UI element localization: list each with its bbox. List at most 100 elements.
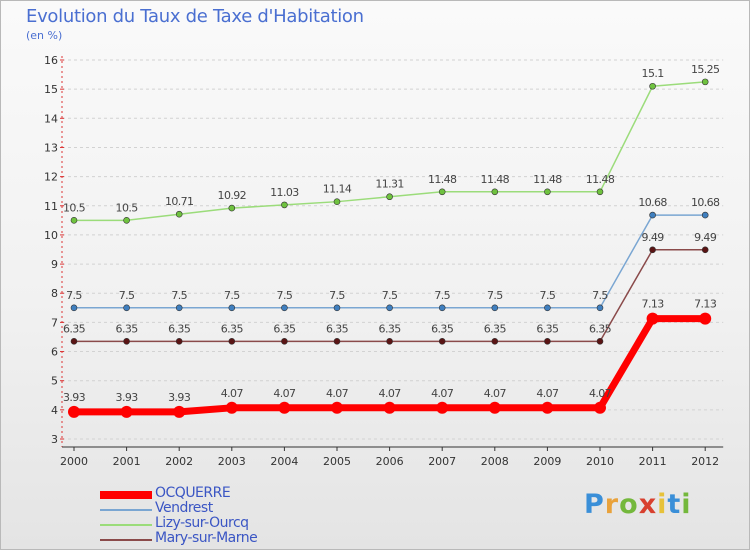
data-point-vendrest xyxy=(123,304,130,312)
data-point-vendrest xyxy=(596,304,604,312)
data-label-vendrest: 7.5 xyxy=(540,289,556,302)
data-label-ocquerre: 4.07 xyxy=(431,387,454,400)
y-tick-label: 15 xyxy=(44,83,58,96)
legend-swatch xyxy=(100,509,152,511)
data-label-ocquerre: 4.07 xyxy=(536,387,559,400)
data-point-mary-sur-marne xyxy=(491,338,499,345)
y-tick-label: 3 xyxy=(51,433,58,446)
data-label-lizy-sur-ourcq: 11.48 xyxy=(428,173,457,186)
y-tick-label: 8 xyxy=(51,287,58,300)
data-label-vendrest: 7.5 xyxy=(434,289,450,302)
data-point-lizy-sur-ourcq xyxy=(228,204,236,212)
data-point-mary-sur-marne xyxy=(333,338,341,345)
legend-swatch xyxy=(100,524,152,526)
data-point-vendrest xyxy=(491,304,499,312)
logo-letter: i xyxy=(657,489,668,520)
data-point-lizy-sur-ourcq xyxy=(386,193,393,201)
data-label-ocquerre: 4.07 xyxy=(484,387,507,400)
data-point-ocquerre xyxy=(594,401,606,414)
logo-letter: t xyxy=(667,489,682,520)
data-point-lizy-sur-ourcq xyxy=(70,217,78,224)
x-tick-label: 2000 xyxy=(60,455,88,468)
y-tick-label: 14 xyxy=(44,112,58,125)
data-label-mary-sur-marne: 6.35 xyxy=(273,322,296,335)
data-label-lizy-sur-ourcq: 15.1 xyxy=(642,67,664,80)
data-label-lizy-sur-ourcq: 11.48 xyxy=(481,173,510,186)
data-label-mary-sur-marne: 6.35 xyxy=(536,322,559,335)
data-point-vendrest xyxy=(70,304,78,312)
data-point-lizy-sur-ourcq xyxy=(491,188,499,196)
data-label-lizy-sur-ourcq: 10.5 xyxy=(63,201,86,214)
data-point-ocquerre xyxy=(331,401,343,414)
data-label-ocquerre: 3.93 xyxy=(63,391,86,404)
data-point-vendrest xyxy=(438,304,446,312)
data-point-ocquerre xyxy=(225,401,238,414)
data-label-mary-sur-marne: 6.35 xyxy=(116,322,139,335)
y-tick-label: 10 xyxy=(44,229,58,242)
data-label-lizy-sur-ourcq: 10.92 xyxy=(218,189,247,202)
logo-letter: i xyxy=(681,489,692,520)
data-label-vendrest: 7.5 xyxy=(329,289,345,302)
data-point-lizy-sur-ourcq xyxy=(596,188,604,196)
y-tick-label: 9 xyxy=(51,258,58,271)
data-point-mary-sur-marne xyxy=(281,338,288,345)
logo-letter: P xyxy=(584,489,605,520)
data-point-ocquerre xyxy=(646,312,659,325)
legend-label: OCQUERRE xyxy=(155,485,231,501)
data-label-mary-sur-marne: 6.35 xyxy=(63,322,86,335)
data-point-mary-sur-marne xyxy=(649,246,656,254)
data-point-mary-sur-marne xyxy=(701,246,709,254)
data-point-vendrest xyxy=(228,304,236,312)
y-tick-label: 5 xyxy=(51,375,58,388)
data-label-mary-sur-marne: 6.35 xyxy=(168,322,191,335)
data-label-lizy-sur-ourcq: 15.25 xyxy=(691,63,720,76)
data-label-ocquerre: 4.07 xyxy=(326,387,349,400)
y-tick-label: 16 xyxy=(44,54,58,67)
data-label-vendrest: 7.5 xyxy=(382,289,398,302)
data-label-mary-sur-marne: 9.49 xyxy=(642,231,665,244)
data-label-lizy-sur-ourcq: 11.14 xyxy=(323,183,352,196)
data-point-mary-sur-marne xyxy=(228,338,236,345)
data-label-ocquerre: 3.93 xyxy=(116,391,139,404)
data-point-lizy-sur-ourcq xyxy=(333,198,341,205)
data-label-lizy-sur-ourcq: 10.5 xyxy=(116,201,139,214)
data-point-mary-sur-marne xyxy=(70,338,78,345)
data-point-lizy-sur-ourcq xyxy=(438,188,446,196)
legend-swatch xyxy=(100,491,152,499)
data-point-mary-sur-marne xyxy=(438,338,446,345)
data-point-vendrest xyxy=(175,304,183,312)
data-label-mary-sur-marne: 6.35 xyxy=(326,322,349,335)
data-point-ocquerre xyxy=(383,401,396,414)
y-tick-label: 11 xyxy=(44,200,58,213)
data-point-ocquerre xyxy=(488,401,501,414)
x-tick-label: 2008 xyxy=(481,455,509,468)
data-label-ocquerre: 4.07 xyxy=(589,387,612,400)
data-label-lizy-sur-ourcq: 11.48 xyxy=(533,173,562,186)
data-label-lizy-sur-ourcq: 10.71 xyxy=(165,195,194,208)
data-label-ocquerre: 7.13 xyxy=(694,298,717,311)
data-label-vendrest: 7.5 xyxy=(171,289,187,302)
data-point-vendrest xyxy=(281,304,288,312)
data-label-mary-sur-marne: 6.35 xyxy=(589,322,612,335)
data-point-mary-sur-marne xyxy=(123,338,130,345)
x-tick-label: 2011 xyxy=(639,455,667,468)
data-point-vendrest xyxy=(544,304,551,312)
x-tick-label: 2002 xyxy=(165,455,193,468)
legend-label: Vendrest xyxy=(155,500,213,516)
x-tick-label: 2012 xyxy=(691,455,719,468)
logo-letter: x xyxy=(638,489,658,520)
data-label-vendrest: 10.68 xyxy=(638,196,667,209)
data-label-mary-sur-marne: 9.49 xyxy=(694,231,717,244)
data-label-vendrest: 10.68 xyxy=(691,196,720,209)
data-point-lizy-sur-ourcq xyxy=(281,201,288,209)
x-tick-label: 2007 xyxy=(428,455,456,468)
data-point-vendrest xyxy=(649,211,656,219)
legend-swatch xyxy=(100,539,152,541)
x-tick-label: 2010 xyxy=(586,455,614,468)
x-tick-label: 2001 xyxy=(113,455,141,468)
data-label-ocquerre: 4.07 xyxy=(221,387,244,400)
data-label-vendrest: 7.5 xyxy=(277,289,293,302)
y-tick-label: 6 xyxy=(51,346,58,359)
